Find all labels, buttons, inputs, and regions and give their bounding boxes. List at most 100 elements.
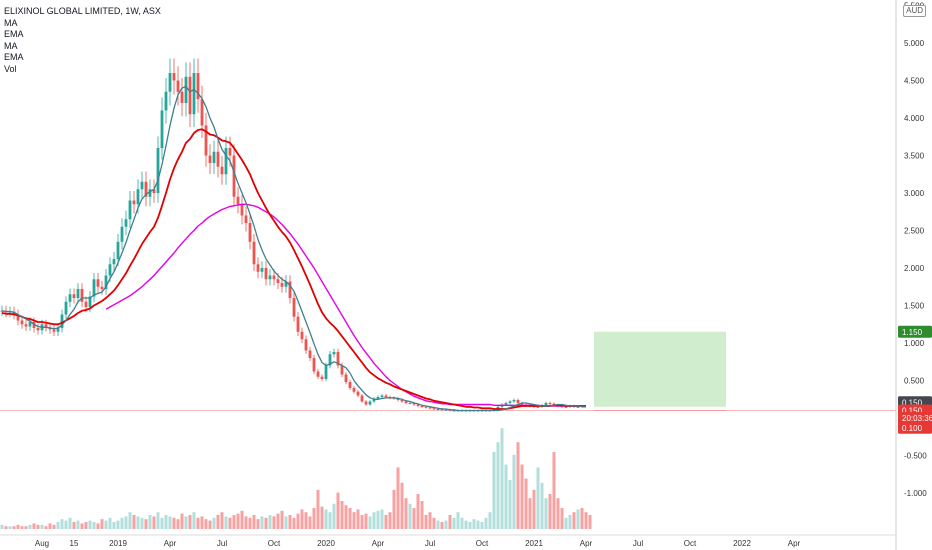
volume-bar [512, 454, 516, 529]
volume-bar [180, 513, 184, 529]
candle-body [364, 401, 368, 405]
candle-body [84, 301, 88, 307]
candle-body [412, 403, 416, 405]
volume-bar [124, 516, 128, 529]
volume-bar [48, 523, 52, 529]
candle-body [544, 403, 548, 406]
volume-bar [588, 515, 592, 529]
volume-bar [388, 512, 392, 529]
volume-bar [204, 519, 208, 529]
candle-body [24, 324, 28, 327]
volume-bar [264, 517, 268, 529]
y-tick-label: 2.000 [904, 264, 925, 273]
x-tick-label: 15 [70, 539, 79, 548]
volume-bar [548, 494, 552, 529]
candle-body [140, 181, 144, 190]
legend-ema-2[interactable]: EMA [4, 52, 24, 62]
candle-body [336, 352, 340, 366]
candle-body [252, 241, 256, 265]
candle-body [80, 289, 84, 302]
candle-body [288, 281, 292, 298]
volume-bar [432, 517, 436, 529]
candle-body [312, 358, 316, 372]
volume-bar [568, 515, 572, 529]
volume-bar [344, 505, 348, 529]
volume-bar [316, 489, 320, 529]
volume-bar [396, 467, 400, 529]
candle-body [452, 410, 456, 412]
candle-body [160, 110, 164, 148]
volume-bar [44, 526, 48, 529]
y-tick-label: 4.500 [904, 77, 925, 86]
candle-body [516, 400, 520, 403]
candle-body [240, 204, 244, 216]
volume-bar [116, 520, 120, 529]
legend-ema-1[interactable]: EMA [4, 29, 24, 39]
currency-label[interactable]: AUD [903, 5, 926, 17]
candle-body [332, 352, 336, 355]
volume-bar [140, 517, 144, 529]
volume-bar [416, 494, 420, 529]
volume-bar [296, 513, 300, 529]
candle-body [20, 320, 24, 325]
volume-bar [464, 520, 468, 529]
legend-ma-2[interactable]: MA [4, 40, 18, 51]
volume-bar [148, 515, 152, 529]
volume-bar [492, 452, 496, 529]
candle-body [236, 196, 240, 205]
legend-vol[interactable]: Vol [4, 63, 17, 74]
volume-bar [92, 522, 96, 529]
volume-bar [104, 520, 108, 529]
candle-body [308, 350, 312, 358]
candle-body [384, 395, 388, 397]
candle-body [44, 324, 48, 328]
volume-bar [136, 516, 140, 529]
volume-bar [88, 520, 92, 529]
volume-bar [368, 516, 372, 529]
candle-body [220, 166, 224, 175]
volume-bar [504, 464, 508, 529]
candle-body [76, 289, 80, 298]
candle-body [320, 376, 324, 379]
volume-bar [468, 522, 472, 529]
volume-bar [552, 452, 556, 529]
projection-zone-layer [0, 331, 896, 411]
volume-bar [572, 512, 576, 529]
volume-bar [488, 512, 492, 529]
volume-bar [84, 522, 88, 529]
volume-bar [76, 520, 80, 529]
candle-body [352, 388, 356, 392]
candle-body [420, 406, 424, 407]
candle-body [156, 148, 160, 193]
candle-body [136, 189, 140, 205]
volume-bar [268, 515, 272, 529]
legend-ma-1[interactable]: MA [4, 17, 18, 28]
volume-bar [52, 524, 56, 529]
volume-bar [236, 513, 240, 529]
volume-bar [584, 512, 588, 529]
indicator-lines [1, 85, 586, 412]
volume-bar [64, 520, 68, 529]
candle-body [268, 275, 272, 280]
volume-bar [576, 509, 580, 529]
volume-bar [16, 524, 20, 529]
candle-body [72, 294, 76, 298]
volume-bar [328, 512, 332, 529]
volume-bar [540, 482, 544, 529]
candle-body [188, 76, 192, 115]
volume-bar [96, 523, 100, 529]
candle-body [520, 403, 524, 405]
candle-body [128, 200, 132, 220]
candle-body [196, 73, 200, 100]
volume-bar [356, 509, 360, 529]
candle-body [92, 279, 96, 297]
volume-bar [424, 515, 428, 529]
volume-bar [412, 508, 416, 529]
candle-body [112, 259, 116, 265]
candle-body [376, 397, 380, 399]
volume-bar [580, 508, 584, 529]
volume-bar [360, 515, 364, 529]
volume-bar [144, 519, 148, 529]
projection-zone[interactable] [594, 331, 726, 407]
